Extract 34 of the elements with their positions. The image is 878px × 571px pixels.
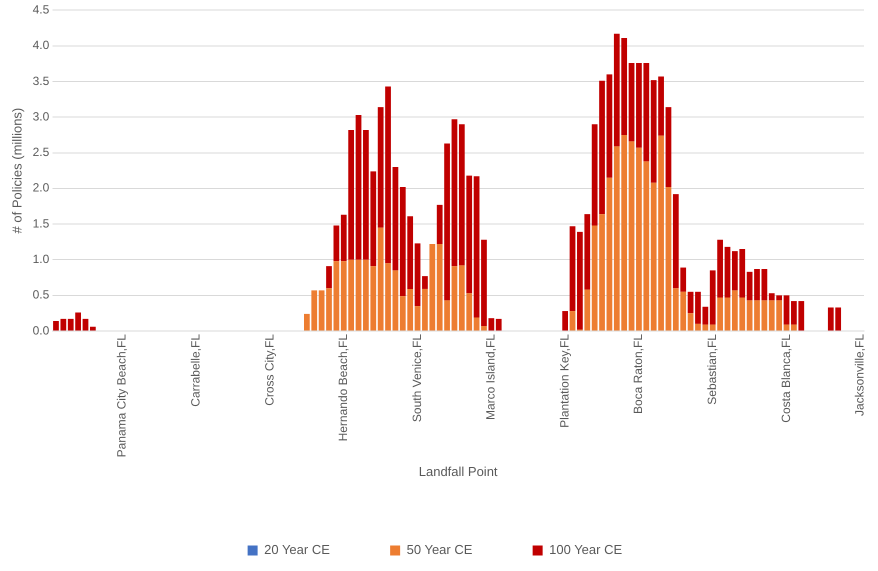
bar [496,318,502,331]
y-tick-label: 4.0 [32,38,50,52]
x-tick-label: Carrabelle,FL [188,334,202,407]
legend-label: 100 Year CE [549,542,622,558]
x-tick-label: Cross City,FL [262,334,276,406]
y-tick-label: 2.0 [32,180,50,195]
bar [562,311,568,331]
x-tick-label: Plantation Key,FL [557,334,572,428]
bar [672,194,679,288]
y-tick-label: 4.5 [32,2,50,17]
bar [304,314,310,331]
x-tick-label: Sebastian,FL [705,334,720,405]
x-axis-title: Landfall Point [418,464,498,479]
x-tick-label: Jacksonville,FL [852,334,867,416]
y-tick-label: 1.0 [32,252,50,266]
y-tick-label: 3.5 [32,74,50,88]
y-tick-label: 0.5 [32,288,50,302]
x-tick-label: Marco Island,FL [484,334,498,420]
y-axis-title: # of Policies (millions) [9,108,24,234]
x-tick-label: Hernando Beach,FL [336,334,350,442]
x-tick-label: South Venice,FL [410,334,424,422]
bar [835,307,842,331]
x-tick-label: Panama City Beach,FL [114,334,129,458]
legend-label: 20 Year CE [264,542,330,558]
y-tick-label: 1.5 [32,216,50,230]
bar [828,307,834,331]
y-tick-label: 2.5 [32,145,50,160]
bar [680,268,686,292]
legend-label: 50 Year CE [406,542,473,558]
x-tick-label: Boca Raton,FL [631,334,646,414]
bar [326,266,332,288]
y-tick-label: 3.0 [32,109,50,124]
y-tick-label: 0.0 [32,323,50,338]
x-tick-label: Costa Blanca,FL [778,334,793,423]
